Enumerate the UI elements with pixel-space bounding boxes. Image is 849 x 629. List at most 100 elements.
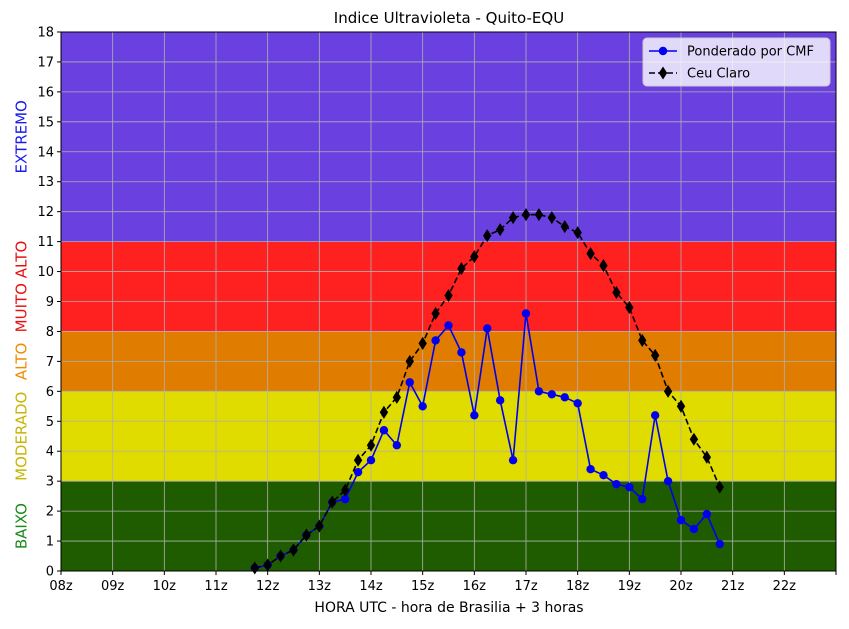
data-point — [470, 411, 479, 420]
data-point — [702, 450, 712, 464]
band-muito-alto — [61, 241, 836, 332]
data-point — [353, 467, 363, 477]
data-point — [599, 470, 608, 480]
y-tick-label: 3 — [46, 475, 54, 490]
data-point — [379, 405, 389, 419]
data-point — [689, 524, 699, 534]
x-tick-label: 21z — [721, 579, 745, 594]
y-tick-label: 9 — [46, 295, 54, 310]
x-tick-label: 09z — [101, 579, 125, 594]
data-point — [508, 211, 518, 225]
y-tick-label: 16 — [37, 85, 54, 100]
data-point — [573, 226, 582, 240]
x-tick-label: 18z — [566, 579, 590, 594]
band-label-extremo: EXTREMO — [13, 100, 31, 173]
data-point — [250, 561, 259, 575]
data-point — [612, 285, 621, 300]
band-label-alto: ALTO — [13, 343, 31, 381]
data-series — [250, 208, 724, 575]
data-point — [483, 324, 492, 333]
data-point — [444, 321, 453, 330]
data-point — [702, 509, 712, 519]
data-point — [663, 476, 673, 486]
legend-box — [642, 37, 831, 87]
data-point — [289, 543, 298, 557]
uv-risk-bands — [61, 32, 836, 571]
y-tick-label: 6 — [46, 385, 54, 400]
x-axis-ticks: 08z 09z 10z 11z 12z 13z 14z 15z 16z 17z 18z 19z 20z 2… — [49, 571, 837, 594]
data-point — [495, 396, 505, 405]
y-tick-label: 7 — [46, 355, 54, 370]
data-point — [650, 348, 660, 362]
data-point — [676, 515, 686, 525]
y-tick-label: 10 — [37, 265, 54, 280]
legend: Ponderado por CMF Ceu Claro — [642, 37, 831, 87]
data-point — [340, 483, 350, 497]
data-point — [547, 211, 557, 225]
grid-lines — [60, 31, 837, 572]
data-point — [586, 464, 595, 474]
data-point — [612, 479, 621, 489]
data-point — [586, 247, 595, 261]
x-tick-label: 20z — [669, 579, 693, 594]
data-point — [638, 494, 647, 504]
chart-title: Indice Ultravioleta - Quito-EQU — [334, 9, 564, 27]
y-tick-label: 15 — [37, 115, 54, 130]
data-point — [560, 220, 569, 234]
x-tick-label: 14z — [359, 579, 383, 594]
data-point — [715, 480, 724, 494]
series-ceu-claro — [250, 208, 724, 575]
band-moderado — [61, 391, 836, 482]
data-point — [495, 223, 505, 237]
data-point — [560, 393, 569, 402]
data-point — [457, 262, 466, 276]
y-tick-label: 11 — [37, 235, 54, 250]
data-point — [483, 229, 492, 243]
data-point — [676, 399, 686, 413]
legend-entry-ponderado-por-cmf: Ponderado por CMF — [649, 45, 814, 60]
data-point — [431, 306, 440, 321]
legend-entry-ceu-claro: Ceu Claro — [649, 66, 750, 82]
band-labels: BAIXO MODERADO ALTO MUITO ALTO EXTREMO — [13, 100, 31, 549]
band-baixo — [61, 481, 836, 571]
data-point — [328, 495, 337, 509]
data-point — [715, 539, 724, 549]
y-tick-label: 12 — [37, 205, 54, 220]
band-label-baixo: BAIXO — [13, 503, 31, 549]
data-point — [315, 519, 324, 533]
x-tick-label: 13z — [308, 579, 332, 594]
x-tick-label: 15z — [411, 579, 435, 594]
legend-label: Ponderado por CMF — [687, 45, 814, 60]
data-point — [599, 259, 608, 273]
data-point — [418, 402, 427, 411]
y-tick-label: 0 — [46, 565, 54, 580]
data-point — [302, 528, 311, 542]
data-point — [405, 354, 414, 368]
data-point — [534, 208, 544, 222]
band-label-moderado: MODERADO — [13, 392, 31, 481]
data-point — [638, 333, 647, 347]
data-point — [470, 250, 479, 264]
band-label-muito-alto: MUITO ALTO — [13, 241, 31, 333]
data-point — [392, 390, 402, 404]
y-tick-label: 18 — [37, 26, 54, 41]
y-tick-label: 14 — [37, 145, 54, 160]
y-tick-label: 5 — [46, 415, 54, 430]
x-tick-label: 17z — [514, 579, 538, 594]
x-axis-label: HORA UTC - hora de Brasilia + 3 horas — [314, 600, 583, 616]
data-point — [418, 336, 427, 350]
data-point — [521, 309, 531, 318]
data-point — [625, 482, 634, 492]
y-tick-label: 13 — [37, 175, 54, 190]
x-tick-label: 11z — [204, 579, 228, 594]
data-point — [276, 549, 285, 563]
x-tick-label: 19z — [618, 579, 642, 594]
data-point — [379, 426, 389, 435]
data-point — [392, 441, 402, 450]
x-tick-label: 08z — [49, 579, 73, 594]
y-tick-label: 8 — [46, 325, 54, 340]
data-point — [663, 384, 673, 398]
data-point — [366, 438, 376, 452]
x-tick-label: 16z — [463, 579, 487, 594]
